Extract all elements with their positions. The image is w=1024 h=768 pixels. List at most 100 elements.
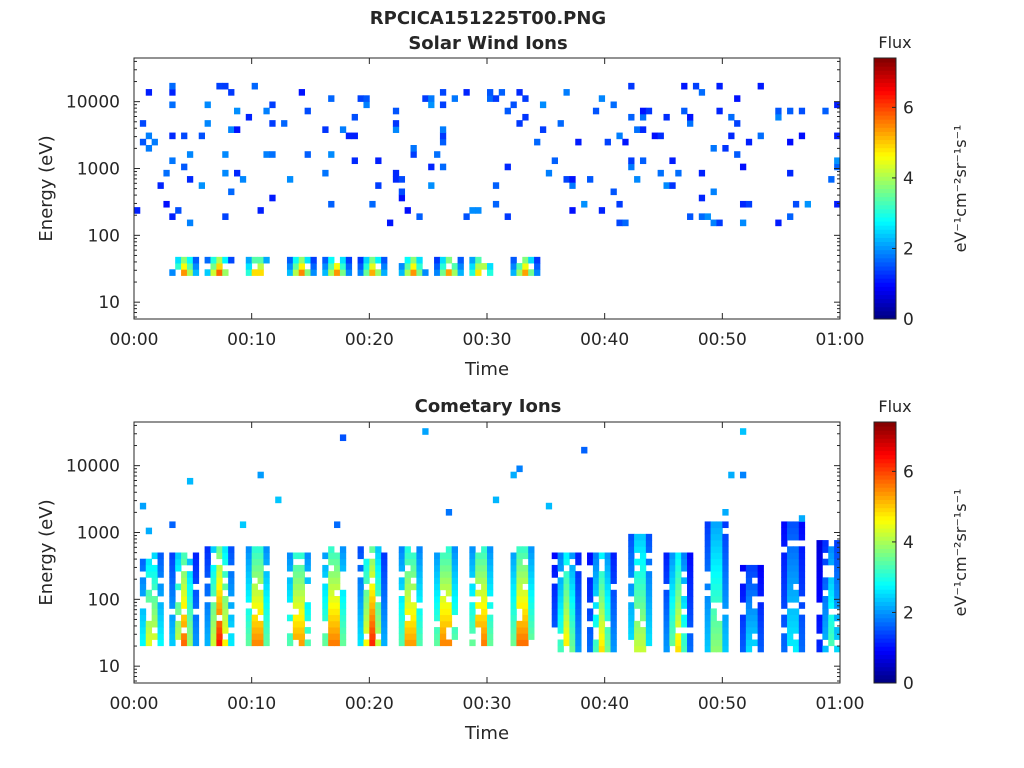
colorbar-step xyxy=(874,164,896,169)
heatmap-cell xyxy=(439,608,447,616)
heatmap-cell xyxy=(816,552,823,560)
heatmap-cell xyxy=(404,577,411,584)
colorbar-step xyxy=(874,188,896,194)
colorbar-step xyxy=(874,176,896,181)
heatmap-cell xyxy=(822,583,829,591)
heatmap-cell xyxy=(816,571,823,578)
heatmap-cell xyxy=(710,583,717,591)
heatmap-cell xyxy=(639,552,647,560)
heatmap-cell xyxy=(704,627,711,634)
colorbar-step xyxy=(874,290,896,296)
heatmap-cell xyxy=(669,577,676,584)
heatmap-cell xyxy=(328,633,335,640)
colorbar-step xyxy=(874,515,896,521)
heatmap-cell xyxy=(510,552,517,560)
heatmap-cell xyxy=(445,571,453,578)
heatmap-cell xyxy=(669,571,676,578)
heatmap-cell xyxy=(687,564,694,572)
colorbar-step xyxy=(874,430,896,435)
heatmap-cell xyxy=(787,552,794,560)
heatmap-cell xyxy=(416,627,423,634)
heatmap-cell xyxy=(722,558,729,566)
heatmap-cell xyxy=(169,571,176,578)
heatmap-cell xyxy=(334,627,341,634)
heatmap-cell xyxy=(339,263,347,270)
heatmap-cell xyxy=(216,571,223,578)
heatmap-cell xyxy=(592,589,600,597)
colorbar-step xyxy=(874,278,896,283)
heatmap-cell xyxy=(410,602,417,609)
heatmap-cell xyxy=(386,219,394,227)
heatmap-cell xyxy=(304,269,311,276)
heatmap-cell xyxy=(792,571,800,578)
heatmap-cell xyxy=(704,521,711,529)
heatmap-cell xyxy=(498,89,506,96)
heatmap-cell xyxy=(534,256,541,264)
heatmap-cell xyxy=(186,620,194,628)
heatmap-cell xyxy=(228,188,235,196)
heatmap-cell xyxy=(434,269,441,276)
heatmap-cell xyxy=(710,614,717,622)
heatmap-cell xyxy=(634,596,641,603)
heatmap-cell xyxy=(304,151,311,158)
heatmap-cell xyxy=(798,577,806,584)
heatmap-cell xyxy=(204,552,211,560)
heatmap-cell xyxy=(563,602,570,609)
colorbar-step xyxy=(874,90,896,96)
heatmap-cell xyxy=(369,620,376,628)
heatmap-cell xyxy=(451,558,458,566)
colorbar-step xyxy=(874,613,896,619)
heatmap-cell xyxy=(228,633,235,640)
heatmap-cell xyxy=(534,269,541,276)
heatmap-cell xyxy=(816,639,823,647)
y-tick-label: 10000 xyxy=(66,93,120,113)
heatmap-cell xyxy=(139,138,147,146)
heatmap-cell xyxy=(510,577,517,584)
heatmap-cell xyxy=(375,157,382,165)
heatmap-cell xyxy=(822,620,829,628)
heatmap-cell xyxy=(204,583,211,591)
heatmap-cell xyxy=(357,546,364,553)
heatmap-cell xyxy=(539,101,547,109)
heatmap-cell xyxy=(251,602,258,609)
heatmap-cell xyxy=(216,583,223,591)
heatmap-cell xyxy=(257,564,264,572)
heatmap-cell xyxy=(263,558,270,566)
heatmap-cell xyxy=(328,552,335,560)
colorbar-step xyxy=(874,66,896,71)
heatmap-cell xyxy=(169,132,176,140)
heatmap-cell xyxy=(739,471,747,479)
colorbar-tick-label: 2 xyxy=(903,239,914,259)
heatmap-cell xyxy=(481,589,488,597)
heatmap-cell xyxy=(292,269,300,276)
heatmap-cell xyxy=(639,589,647,597)
heatmap-cell xyxy=(428,163,435,171)
y-tick-label: 10000 xyxy=(66,457,120,477)
heatmap-cell xyxy=(781,645,788,653)
heatmap-cell xyxy=(722,509,729,516)
heatmap-cell xyxy=(557,608,564,616)
heatmap-cell xyxy=(439,564,447,572)
heatmap-cell xyxy=(592,639,600,647)
heatmap-cell xyxy=(457,263,464,270)
heatmap-cell xyxy=(434,552,441,560)
colorbar-step xyxy=(874,221,896,226)
heatmap-cell xyxy=(286,633,294,640)
heatmap-cell xyxy=(351,132,358,140)
heatmap-cell xyxy=(298,589,306,597)
heatmap-cell xyxy=(469,614,476,622)
heatmap-cell xyxy=(575,589,582,597)
heatmap-cell xyxy=(598,627,606,634)
colorbar-step xyxy=(874,568,896,574)
colorbar-step xyxy=(874,617,896,623)
heatmap-cell xyxy=(669,558,676,566)
heatmap-cell xyxy=(710,564,717,572)
heatmap-cell xyxy=(245,269,253,276)
colorbar-step xyxy=(874,540,896,545)
heatmap-cell xyxy=(781,596,788,603)
colorbar-step xyxy=(874,650,896,655)
heatmap-cell xyxy=(828,583,835,591)
heatmap-cell xyxy=(775,219,782,227)
heatmap-cell xyxy=(451,546,458,553)
heatmap-cell xyxy=(787,596,794,603)
